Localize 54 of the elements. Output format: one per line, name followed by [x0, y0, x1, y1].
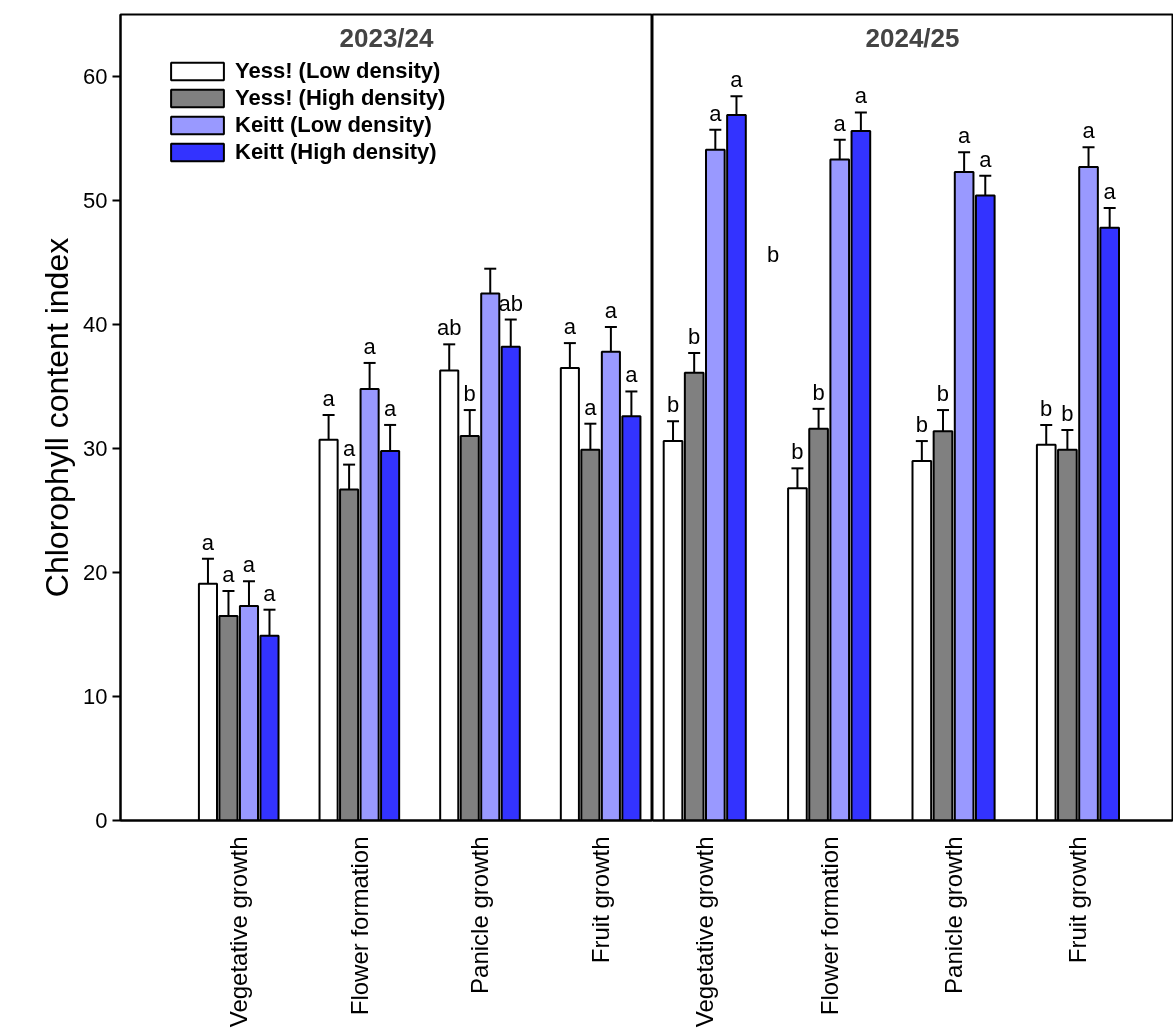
data-label: b [666, 392, 680, 418]
y-tick-label: 10 [83, 684, 108, 709]
data-label: a [222, 562, 236, 588]
data-label: a [201, 529, 215, 555]
data-label: a [1082, 118, 1096, 144]
data-label: a [854, 83, 868, 109]
data-label: a [958, 123, 972, 149]
y-tick-label: 0 [95, 808, 108, 833]
data-label: a [1103, 178, 1117, 204]
data-label: b [1061, 400, 1074, 426]
data-label: b [463, 381, 476, 407]
x-tick-label: Panicle growth [940, 836, 968, 994]
x-tick-label: Flower formation [815, 836, 843, 1016]
data-label: ab [436, 315, 462, 341]
data-label: a [979, 146, 993, 172]
data-label: b [812, 379, 825, 405]
data-label: a [363, 333, 377, 359]
legend-label: Keitt (Low density) [235, 112, 432, 138]
data-label: b [936, 381, 950, 407]
chart-title: 2024/25 [865, 22, 960, 53]
data-label: a [263, 580, 277, 606]
data-label: b [791, 439, 804, 465]
data-label: b [915, 412, 928, 438]
data-label: a [625, 362, 639, 388]
data-label: a [833, 110, 847, 136]
data-label: a [584, 394, 598, 420]
data-label: a [384, 395, 397, 421]
data-label: b [1040, 395, 1053, 421]
y-tick-label: 40 [83, 312, 108, 337]
chart-title: 2023/24 [339, 22, 435, 53]
y-tick-label: 30 [83, 436, 108, 461]
data-label: a [730, 67, 744, 93]
data-label: ab [498, 290, 523, 316]
data-label: a [342, 435, 356, 461]
y-axis-title: Chlorophyll content index [39, 237, 76, 598]
legend-label: Keitt (High density) [235, 139, 437, 165]
data-label: b [688, 324, 701, 350]
data-label: a [563, 314, 577, 340]
y-tick-label: 50 [83, 188, 108, 213]
data-label: a [604, 297, 618, 323]
data-label: a [242, 552, 256, 578]
data-label: a [709, 100, 723, 126]
y-tick-label: 20 [83, 560, 108, 585]
annotation: b [767, 242, 780, 268]
x-tick-label: Fruit growth [1064, 836, 1092, 964]
x-tick-label: Panicle growth [466, 836, 494, 994]
data-label: a [322, 386, 336, 412]
y-tick-label: 60 [83, 64, 108, 89]
legend-label: Yess! (High density) [235, 85, 446, 111]
x-tick-label: Fruit growth [587, 836, 615, 964]
legend-label: Yess! (Low density) [235, 58, 441, 84]
x-tick-label: Vegetative growth [691, 836, 719, 1028]
x-tick-label: Flower formation [345, 836, 373, 1016]
x-tick-label: Vegetative growth [225, 836, 253, 1028]
